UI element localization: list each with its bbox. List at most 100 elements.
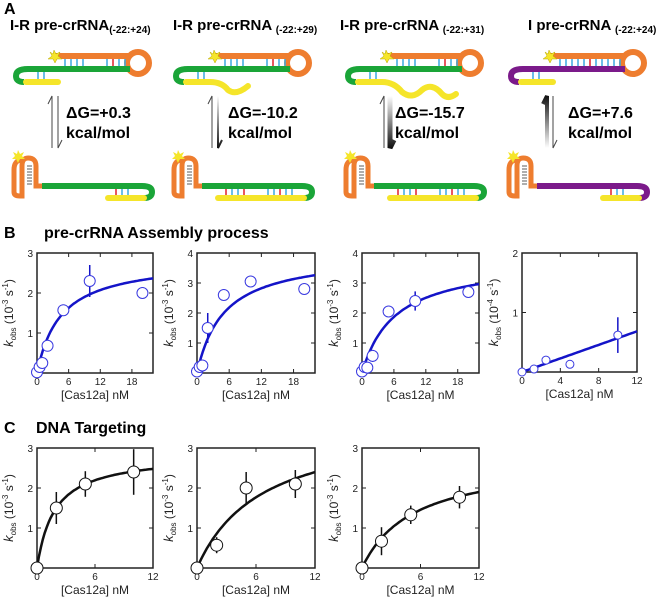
x-axis-label: [Cas12a] nM bbox=[61, 388, 129, 402]
data-point bbox=[49, 501, 63, 515]
y-tick-label: 1 bbox=[352, 524, 358, 535]
y-tick-label: 3 bbox=[187, 279, 193, 290]
equilibrium-arrow-up bbox=[541, 95, 549, 148]
data-point bbox=[613, 330, 623, 340]
x-tick-label: 12 bbox=[147, 572, 159, 583]
fluorophore-icon bbox=[47, 49, 63, 64]
x-tick-label: 12 bbox=[473, 572, 485, 583]
stem-strand bbox=[344, 66, 462, 85]
data-point bbox=[190, 561, 204, 575]
data-point bbox=[375, 534, 388, 548]
data-point bbox=[409, 295, 422, 307]
construct-range: (-22:+24) bbox=[109, 25, 150, 36]
stem-strand bbox=[172, 66, 290, 85]
data-point bbox=[462, 286, 475, 298]
yellow-tail bbox=[355, 79, 459, 100]
data-point bbox=[36, 357, 49, 369]
hairpin bbox=[11, 155, 42, 199]
fluorophore-icon bbox=[344, 150, 357, 163]
x-tick-label: 8 bbox=[596, 376, 602, 387]
equilibrium-arrow-down bbox=[57, 96, 63, 149]
y-axis-label: kobs (10-3 s-1) bbox=[161, 474, 178, 542]
data-point bbox=[210, 538, 224, 552]
data-point bbox=[217, 289, 230, 301]
y-tick-label: 2 bbox=[27, 484, 33, 495]
delta-g-value: ΔG=-15.7 bbox=[395, 105, 465, 122]
x-tick-label: 0 bbox=[359, 572, 365, 583]
y-tick-label: 4 bbox=[352, 249, 358, 260]
yellow-tail bbox=[183, 79, 251, 96]
fluorophore-icon bbox=[207, 49, 223, 64]
x-tick-label: 12 bbox=[95, 377, 107, 388]
fit-curve bbox=[195, 273, 316, 374]
construct-title: I pre-crRNA (-22:+24) bbox=[528, 17, 656, 36]
data-point bbox=[529, 364, 539, 374]
data-point bbox=[83, 275, 96, 287]
panel-a-diagrams: I-R pre-crRNA(-22:+24)ΔG=+0.3kcal/molI-R… bbox=[10, 17, 656, 201]
y-tick-label: 1 bbox=[27, 524, 33, 535]
x-axis-label: [Cas12a] nM bbox=[386, 388, 454, 402]
construct-name: I-R pre-crRNA bbox=[173, 17, 276, 34]
construct-range: (-22:+24) bbox=[615, 25, 656, 36]
loop bbox=[284, 49, 312, 77]
plot-frame bbox=[361, 447, 480, 569]
plot-frame bbox=[521, 252, 638, 373]
x-tick-label: 6 bbox=[418, 572, 424, 583]
x-axis-label: [Cas12a] nM bbox=[222, 583, 290, 597]
data-point bbox=[565, 359, 575, 369]
data-point bbox=[361, 361, 374, 374]
x-tick-label: 0 bbox=[34, 572, 40, 583]
y-tick-label: 3 bbox=[27, 444, 33, 455]
data-point bbox=[366, 349, 379, 362]
data-point bbox=[298, 283, 311, 295]
panel-a-label: A bbox=[4, 1, 16, 18]
panel-c-label: C bbox=[4, 420, 16, 437]
x-tick-label: 6 bbox=[253, 572, 259, 583]
x-axis-label: [Cas12a] nM bbox=[222, 388, 290, 402]
plot-frame bbox=[196, 447, 316, 569]
x-tick-label: 6 bbox=[226, 377, 232, 388]
construct-title: I-R pre-crRNA(-22:+24) bbox=[10, 17, 151, 36]
hairpin bbox=[171, 155, 202, 199]
data-point bbox=[288, 477, 302, 491]
data-point bbox=[201, 322, 214, 334]
delta-g-unit: kcal/mol bbox=[228, 125, 292, 142]
stem-strand bbox=[12, 66, 130, 85]
x-axis-label: [Cas12a] nM bbox=[61, 583, 129, 597]
x-tick-label: 18 bbox=[126, 377, 138, 388]
fit-curve bbox=[360, 282, 480, 374]
data-point bbox=[41, 339, 54, 352]
x-tick-label: 12 bbox=[256, 377, 268, 388]
y-axis-label: kobs (10-3 s-1) bbox=[1, 279, 18, 347]
diagram-column-1: I-R pre-crRNA(-22:+24) ΔG=+0.3 kcal/mol bbox=[10, 17, 156, 201]
x-tick-label: 12 bbox=[420, 377, 432, 388]
x-tick-label: 12 bbox=[631, 376, 643, 387]
stem-strand bbox=[202, 183, 316, 201]
y-tick-label: 3 bbox=[187, 444, 193, 455]
delta-g-unit: kcal/mol bbox=[395, 125, 459, 142]
data-point bbox=[136, 287, 149, 299]
y-tick-label: 2 bbox=[352, 309, 358, 320]
data-point bbox=[355, 561, 369, 575]
x-tick-label: 4 bbox=[558, 376, 564, 387]
plot-frame bbox=[36, 447, 154, 569]
diagram-column-3: I-R pre-crRNA (-22:+31) ΔG=-15.7 kcal/mol bbox=[340, 17, 488, 201]
plot-frame bbox=[36, 252, 154, 374]
x-tick-label: 0 bbox=[34, 377, 40, 388]
hairpin bbox=[506, 155, 537, 199]
hairpin bbox=[343, 155, 374, 199]
data-point bbox=[541, 355, 551, 365]
loop bbox=[456, 49, 484, 77]
y-tick-label: 3 bbox=[27, 249, 33, 260]
stem-strand bbox=[507, 66, 625, 85]
fit-curve bbox=[35, 467, 154, 569]
diagram-column-2: I-R pre-crRNA (-22:+29) ΔG=-10.2 kcal/mol bbox=[171, 17, 317, 201]
plot-frame bbox=[361, 252, 480, 374]
y-axis-label: kobs (10-3 s-1) bbox=[161, 279, 178, 347]
y-tick-label: 4 bbox=[187, 249, 193, 260]
panel-b-label: B bbox=[4, 225, 16, 242]
